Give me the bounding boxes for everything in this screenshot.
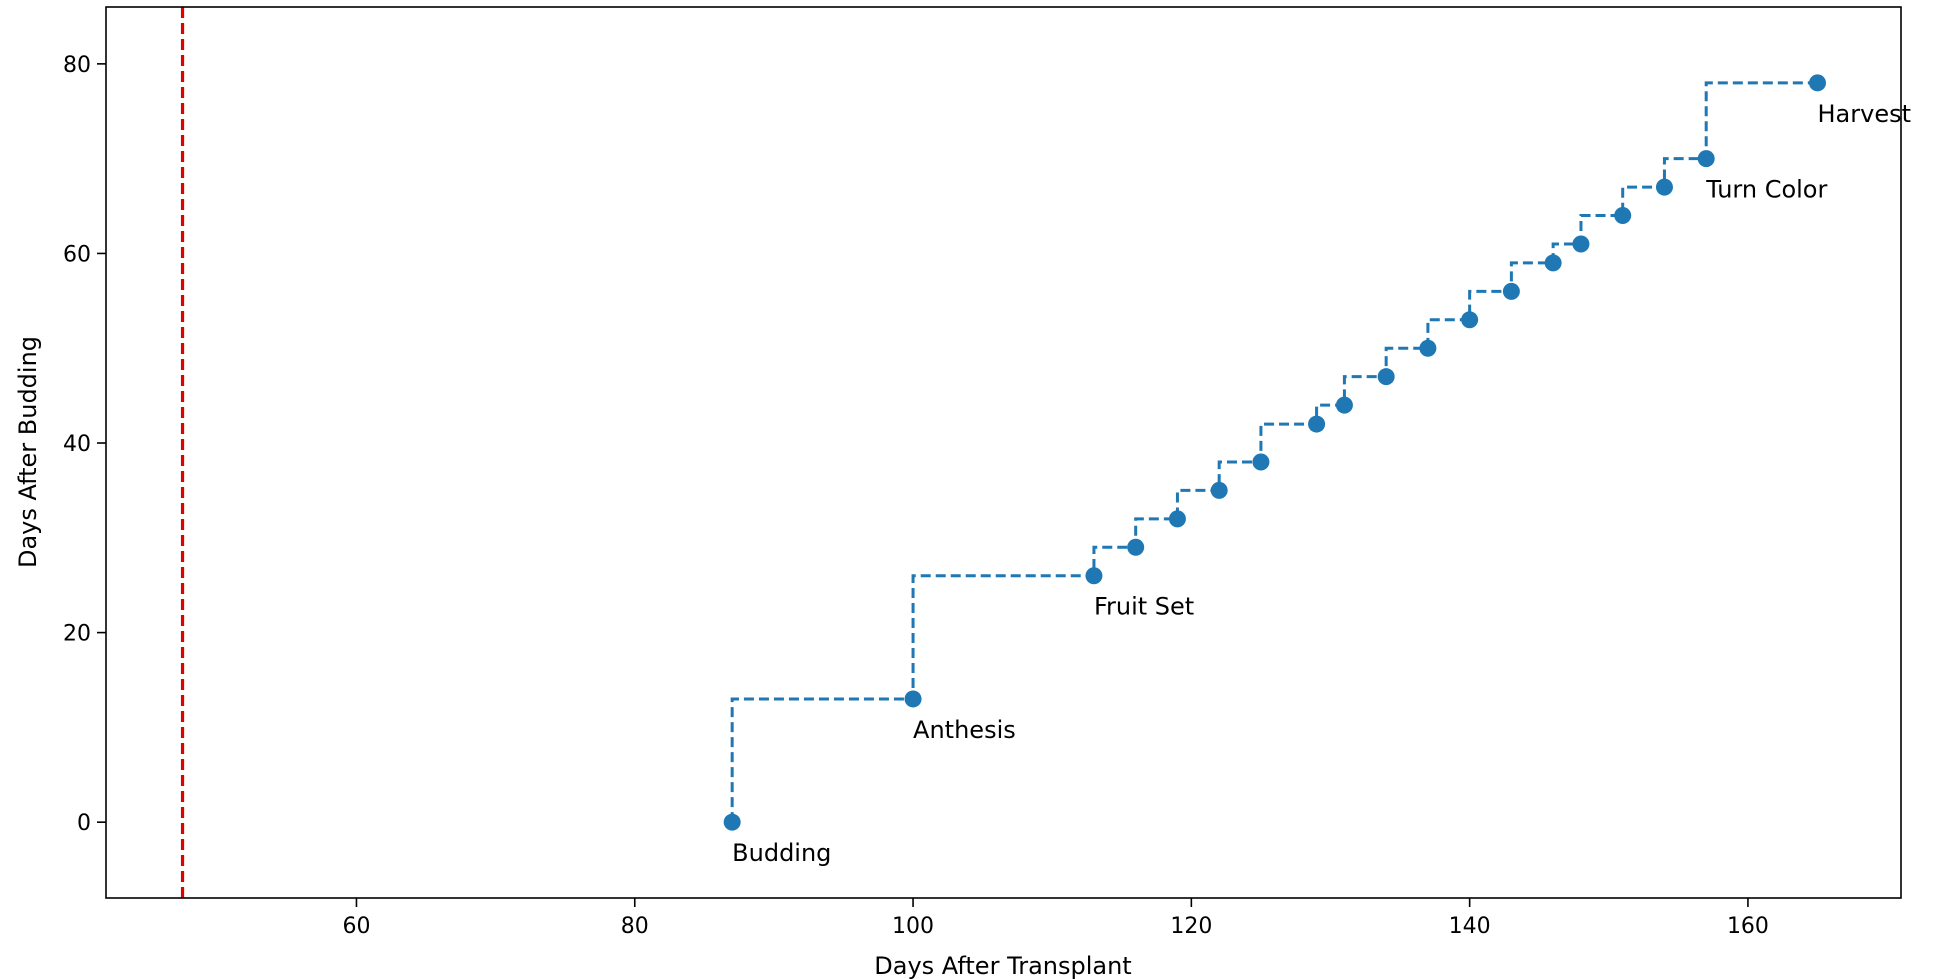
x-tick-label: 160 (1727, 914, 1769, 939)
data-point (1572, 235, 1590, 253)
y-tick-label: 60 (63, 242, 91, 267)
data-point (1502, 282, 1520, 300)
y-tick-label: 80 (63, 53, 91, 78)
series-step-line (730, 81, 1818, 823)
data-point (1127, 538, 1145, 556)
data-point (1419, 339, 1437, 357)
y-axis-label: Days After Budding (14, 336, 42, 568)
data-point (1168, 510, 1186, 528)
annotation-label: Turn Color (1705, 176, 1827, 204)
plot-frame (105, 6, 1902, 899)
data-point (1377, 368, 1395, 386)
data-point (1614, 207, 1632, 225)
data-point (723, 813, 741, 831)
axis-ticks: 60 80 100 120 140 160 0 20 40 60 80 (63, 53, 1769, 939)
x-tick-label: 120 (1170, 914, 1212, 939)
x-axis-label: Days After Transplant (874, 952, 1131, 979)
data-point (1308, 415, 1326, 433)
annotation-label: Anthesis (913, 716, 1016, 744)
data-point (1697, 150, 1715, 168)
annotation-label: Fruit Set (1094, 593, 1194, 621)
data-point (1252, 453, 1270, 471)
data-point (1461, 311, 1479, 329)
y-tick-label: 0 (77, 811, 91, 836)
data-point (904, 690, 922, 708)
data-point (1544, 254, 1562, 272)
data-point (1210, 481, 1228, 499)
data-point (1655, 178, 1673, 196)
y-tick-label: 20 (63, 622, 91, 647)
x-tick-label: 60 (342, 914, 370, 939)
y-tick-label: 40 (63, 432, 91, 457)
annotation-label: Budding (732, 839, 831, 867)
plot-area: Budding Anthesis Fruit Set Turn Color Harves… (180, 7, 1912, 898)
x-tick-label: 80 (621, 914, 649, 939)
data-point (1809, 74, 1827, 92)
x-tick-label: 100 (892, 914, 934, 939)
annotation-label: Harvest (1818, 100, 1912, 128)
x-tick-label: 140 (1449, 914, 1491, 939)
data-point (1335, 396, 1353, 414)
data-point (1085, 567, 1103, 585)
